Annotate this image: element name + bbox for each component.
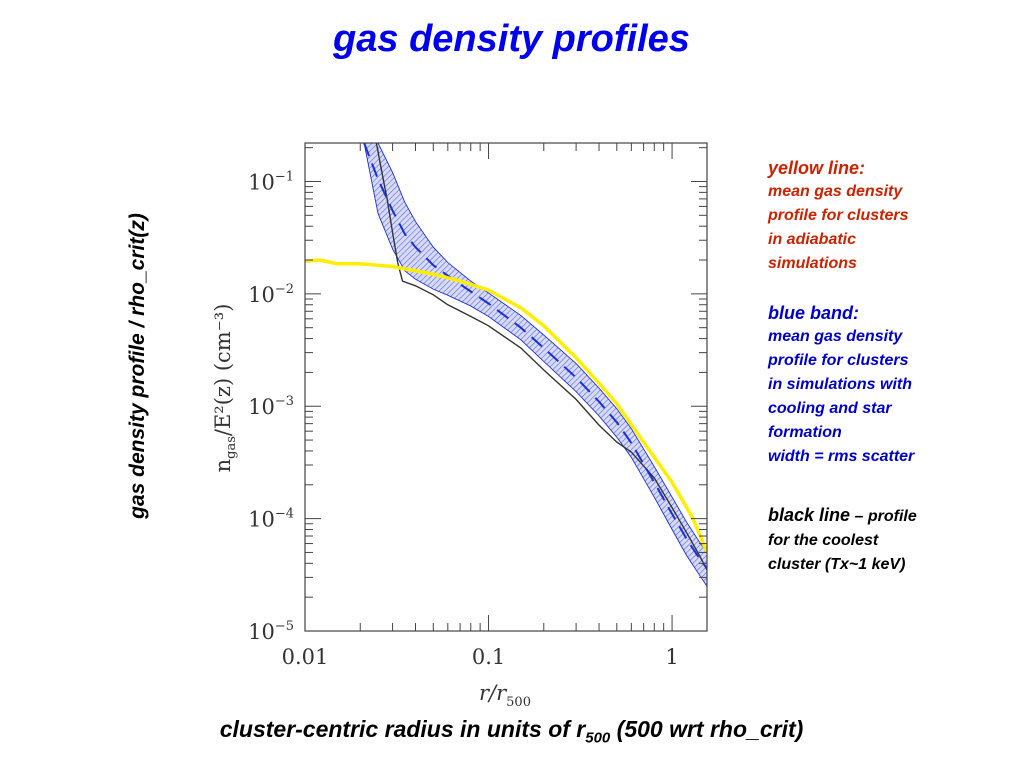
y-axis-title: ngas/E²(z) (cm⁻³) [211, 304, 239, 473]
y-tick-label: 10−4 [248, 507, 294, 532]
yellow-line-note: yellow line: mean gas density profile fo… [768, 156, 908, 276]
yellow-note-heading: yellow line: [768, 158, 866, 178]
x-axis-caption: cluster-centric radius in units of r500 … [0, 716, 1023, 747]
black-line [375, 143, 707, 571]
black-line-note: black line – profile for the coolest clu… [768, 503, 917, 577]
x-tick-label: 0.1 [472, 645, 505, 669]
yellow-note-body: mean gas density profile for clusters in… [768, 183, 909, 272]
y-tick-label: 10−1 [248, 169, 294, 194]
black-note-heading: black line [768, 505, 851, 525]
x-axis-title: r/r500 [479, 681, 531, 710]
yellow-line [305, 258, 707, 554]
y-tick-label: 10−5 [248, 619, 294, 644]
black-note-inline: – profile [850, 508, 917, 525]
band-upper-edge [364, 143, 707, 553]
y-tick-label: 10−2 [248, 282, 294, 307]
plot-frame [304, 142, 708, 632]
x-tick-label: 1 [665, 645, 678, 669]
x-caption-tail: (500 wrt rho_crit) [610, 716, 804, 742]
blue-band-note: blue band: mean gas density profile for … [768, 301, 914, 469]
band-area [363, 143, 707, 588]
band-lower-edge [363, 143, 707, 587]
x-caption-main: cluster-centric radius in units of r [219, 716, 586, 742]
x-tick-label: 0.01 [282, 645, 329, 669]
x-caption-sub: 500 [585, 729, 611, 747]
black-note-body: for the coolest cluster (Tx~1 keV) [768, 532, 906, 573]
blue-note-body: mean gas density profile for clusters in… [768, 328, 915, 465]
blue-note-heading: blue band: [768, 303, 859, 323]
slide-title: gas density profiles [333, 18, 690, 60]
band-mean-line [363, 143, 707, 570]
y-tick-label: 10−3 [248, 394, 294, 419]
